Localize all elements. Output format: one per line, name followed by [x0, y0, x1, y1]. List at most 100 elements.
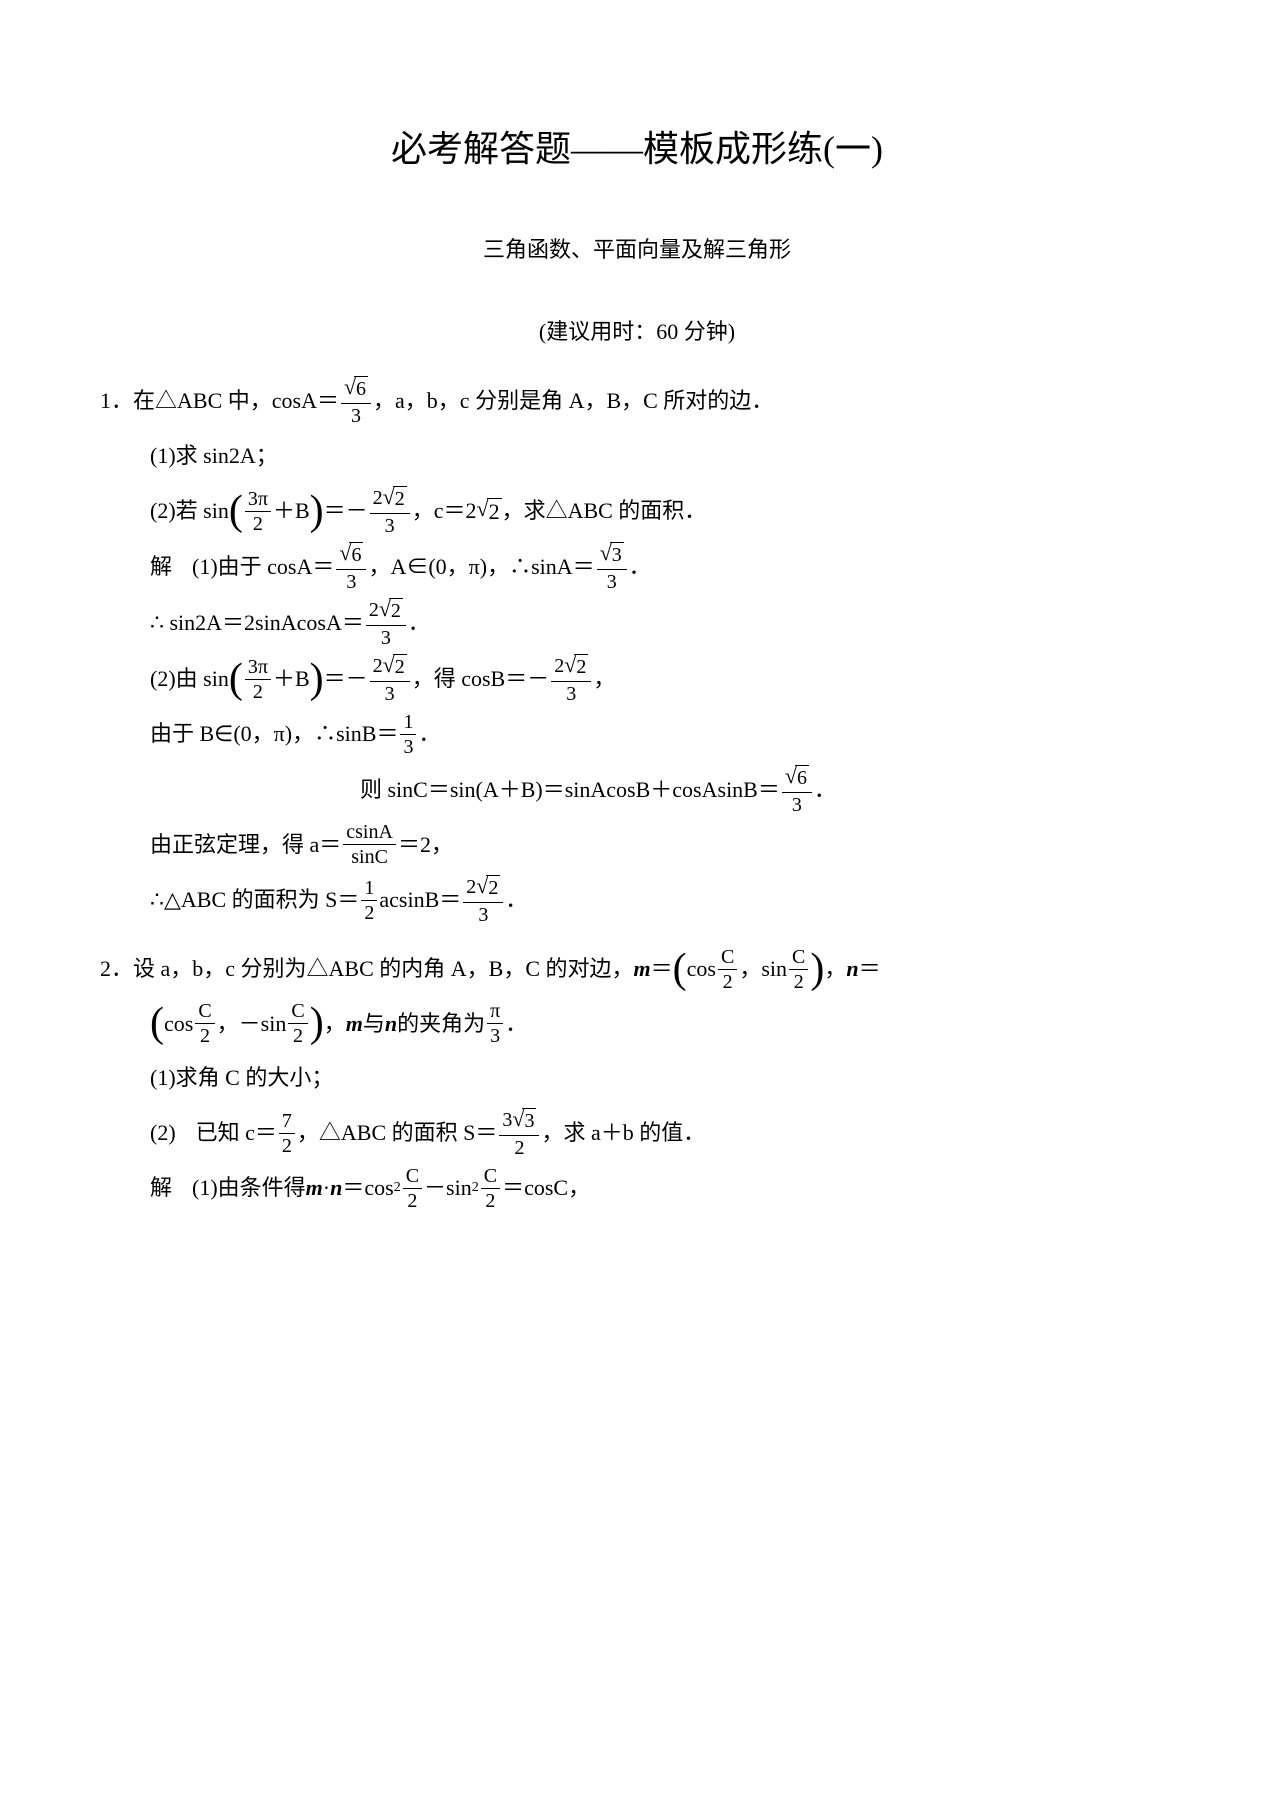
frac-C-2c: C 2 [195, 1001, 214, 1046]
frac-C-2b: C 2 [789, 947, 808, 992]
p1-q1: (1)求 sin2A； [150, 432, 1174, 480]
lparen2-icon: ( [229, 663, 243, 697]
p2-q2: (2) 已知 c＝ 7 2 ，△ABC 的面积 S＝ 3√3 2 ，求 a＋b … [150, 1108, 1174, 1158]
rparen2-icon: ) [310, 663, 324, 697]
p1-sol-4: 由于 B∈(0，π)，∴sinB＝ 1 3 ． [150, 710, 1174, 758]
frac-2sqrt2-3e: 2√2 3 [463, 875, 503, 925]
lparen3-icon: ( [673, 953, 687, 987]
p2-s1-e: ＝cosC， [502, 1164, 590, 1212]
p2-q2-a: (2) [150, 1109, 176, 1157]
p2-stem-line1: 2． 设 a，b，c 分别为△ABC 的内角 A，B，C 的对边， m ＝ ( … [100, 945, 1174, 993]
p1-s7-b: acsinB＝ [379, 876, 461, 924]
p2-stem-i: ， [324, 1000, 346, 1048]
p2-s1-b: · [323, 1164, 330, 1212]
p1-sol-3: (2)由 sin ( 3π 2 ＋B ) ＝－ 2√2 3 ，得 cosB＝－ … [150, 654, 1174, 704]
lparen4-icon: ( [150, 1007, 164, 1041]
p1-s5-b: ． [814, 766, 836, 814]
p2-stem-c: cos [687, 945, 716, 993]
p1-stem-b: ，a，b，c 分别是角 A，B，C 所对的边． [373, 377, 773, 425]
vec-n2: n [385, 1000, 397, 1048]
p2-stem-d: ，sin [739, 945, 787, 993]
p2-stem-g: cos [164, 1000, 193, 1048]
vec-n: n [846, 945, 858, 993]
p1-s2-b: ． [408, 599, 430, 647]
p1-sol-5: 则 sinC＝sin(A＋B)＝sinAcosB＋cosAsinB＝ √6 3 … [360, 765, 1174, 815]
frac-3pi-2b: 3π 2 [245, 657, 271, 702]
p2-stem-j: 与 [363, 1000, 385, 1048]
frac-C-2d: C 2 [288, 1001, 307, 1046]
p1-s4-b: ． [418, 710, 440, 758]
sol2-label: 解 [150, 1164, 172, 1212]
vec-m2: m [346, 1000, 363, 1048]
p2-q2-c: ，△ABC 的面积 S＝ [297, 1109, 497, 1157]
p2-stem-b: ＝ [651, 945, 673, 993]
p1-q2: (2)若 sin ( 3π 2 ＋B ) ＝－ 2√2 3 ，c＝2 √2 ，求… [150, 486, 1174, 536]
p2-stem-f: ＝ [859, 945, 881, 993]
p2-q2-b: 已知 c＝ [196, 1109, 277, 1157]
p1-s1-c: ． [629, 543, 651, 591]
frac-3pi-2: 3π 2 [245, 489, 271, 534]
frac-pi-3: π 3 [487, 1001, 503, 1046]
p2-stem-line2: ( cos C 2 ，－sin C 2 ) ， m 与 n 的夹角为 π 3 ． [150, 1000, 1174, 1048]
p1-s7-c: ． [505, 876, 527, 924]
timing: (建议用时：60 分钟) [100, 314, 1174, 346]
vec-m: m [634, 945, 651, 993]
rparen-icon: ) [310, 495, 324, 529]
frac-sqrt6-3: √6 3 [341, 376, 371, 426]
title: 必考解答题——模板成形练(一) [100, 120, 1174, 172]
frac-2sqrt2-3: 2√2 3 [370, 486, 410, 536]
vec-m3: m [306, 1164, 323, 1212]
p2-q1: (1)求角 C 的大小； [150, 1054, 1174, 1102]
p1-s6-b: ＝2， [398, 821, 453, 869]
p2-stem-e: ， [824, 945, 846, 993]
p2-s1-c: ＝cos [342, 1164, 393, 1212]
frac-3sqrt3-2: 3√3 2 [499, 1108, 539, 1158]
frac-sqrt3-3: √3 3 [597, 542, 627, 592]
p2-s1-a: (1)由条件得 [192, 1164, 306, 1212]
p1-q2-e: ，求△ABC 的面积． [502, 487, 707, 535]
p1-s1-b: ，A∈(0，π)，∴sinA＝ [368, 543, 594, 591]
problem-2: 2． 设 a，b，c 分别为△ABC 的内角 A，B，C 的对边， m ＝ ( … [100, 945, 1174, 1213]
p1-q2-b: ＋B [273, 487, 310, 535]
p1-q2-d: ，c＝2 [412, 487, 477, 535]
frac-C-2e: C 2 [403, 1166, 422, 1211]
frac-C-2a: C 2 [718, 947, 737, 992]
p2-s1-d: －sin [424, 1164, 472, 1212]
p1-s7-a: ∴△ABC 的面积为 S＝ [150, 876, 359, 924]
sup-2a: 2 [394, 1173, 401, 1204]
frac-csinA-sinC: csinA sinC [343, 822, 396, 867]
frac-2sqrt2-3b: 2√2 3 [366, 598, 406, 648]
sqrt2-icon: √2 [476, 498, 501, 525]
frac-2sqrt2-3d: 2√2 3 [551, 654, 591, 704]
rparen3-icon: ) [810, 953, 824, 987]
vec-n3: n [330, 1164, 342, 1212]
p2-sol-1: 解 (1)由条件得 m · n ＝cos 2 C 2 －sin 2 C 2 ＝c… [150, 1164, 1174, 1212]
frac-sqrt6-3b: √6 3 [336, 542, 366, 592]
p1-sol-2: ∴ sin2A＝2sinAcosA＝ 2√2 3 ． [150, 598, 1174, 648]
p2-stem-k: 的夹角为 [397, 1000, 485, 1048]
p2-num: 2． [100, 945, 133, 993]
rparen4-icon: ) [310, 1007, 324, 1041]
p1-sol-1: 解 (1)由于 cosA＝ √6 3 ，A∈(0，π)，∴sinA＝ √3 3 … [150, 542, 1174, 592]
p1-s3-c: ＝－ [324, 655, 368, 703]
p2-stem-l: ． [505, 1000, 527, 1048]
p1-sol-6: 由正弦定理，得 a＝ csinA sinC ＝2， [150, 821, 1174, 869]
p1-s2-a: ∴ sin2A＝2sinAcosA＝ [150, 599, 364, 647]
frac-1-2: 1 2 [361, 878, 377, 923]
frac-7-2: 7 2 [279, 1111, 295, 1156]
sup-2b: 2 [472, 1173, 479, 1204]
frac-sqrt6-3c: √6 3 [782, 765, 812, 815]
p1-s1-a: (1)由于 cosA＝ [192, 543, 334, 591]
frac-2sqrt2-3c: 2√2 3 [370, 654, 410, 704]
p1-num: 1． [100, 377, 133, 425]
p1-s6-a: 由正弦定理，得 a＝ [150, 821, 341, 869]
p1-s4-a: 由于 B∈(0，π)，∴sinB＝ [150, 710, 398, 758]
lparen-icon: ( [229, 495, 243, 529]
sol-label: 解 [150, 543, 172, 591]
p1-s3-d: ，得 cosB＝－ [412, 655, 550, 703]
p2-stem-a: 设 a，b，c 分别为△ABC 的内角 A，B，C 的对边， [133, 945, 634, 993]
p2-stem-h: ，－sin [217, 1000, 287, 1048]
subtitle: 三角函数、平面向量及解三角形 [100, 232, 1174, 264]
p1-s3-a: (2)由 sin [150, 655, 229, 703]
p1-s3-b: ＋B [273, 655, 310, 703]
